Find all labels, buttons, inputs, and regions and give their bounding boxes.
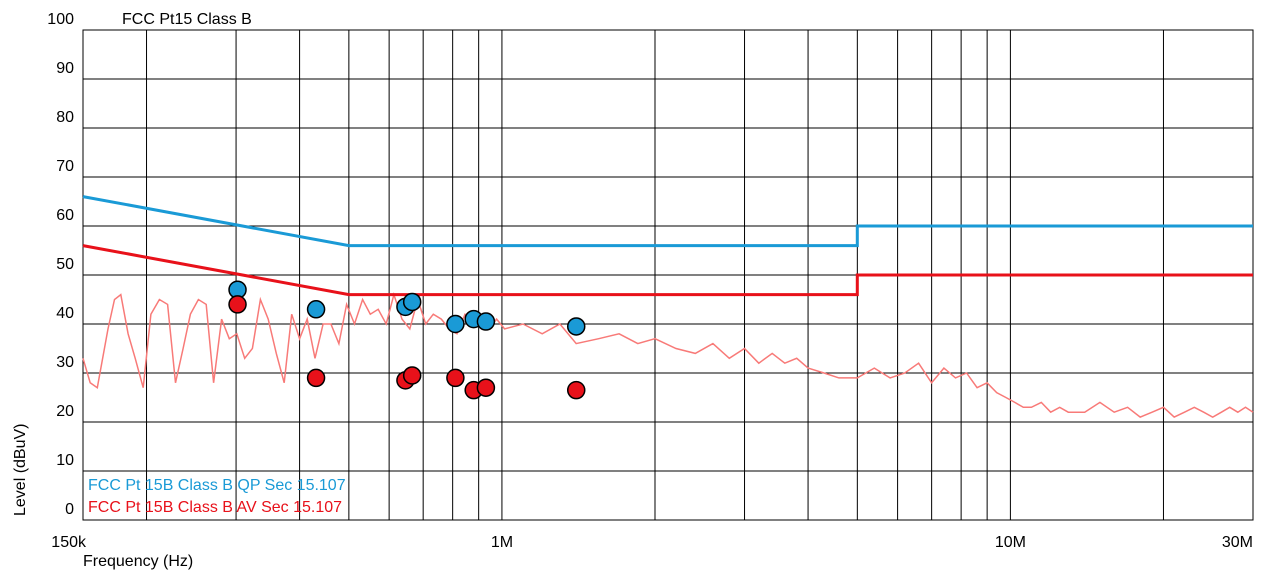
y-tick-label: 60 <box>56 207 74 224</box>
y-tick-label: 10 <box>56 452 74 469</box>
y-tick-labels: 0 10 20 30 40 50 60 70 80 90 100 <box>47 11 74 518</box>
measurement-points <box>228 280 586 400</box>
y-axis-label: Level (dBuV) <box>12 424 29 517</box>
data-point-av <box>228 295 247 314</box>
legend-entry: FCC Pt 15B Class B AV Sec 15.107 <box>88 499 342 516</box>
measurement-trace <box>82 291 1254 418</box>
data-point-qp <box>566 317 586 336</box>
x-tick-labels: 150k 1M 10M 30M <box>51 534 1253 551</box>
y-tick-label: 40 <box>56 305 74 322</box>
y-tick-label: 0 <box>65 501 74 518</box>
x-tick-label: 150k <box>51 534 87 551</box>
data-point-qp <box>446 314 465 334</box>
limit-lines <box>82 195 1253 297</box>
data-point-av <box>446 368 465 388</box>
y-tick-label: 50 <box>56 256 74 273</box>
data-point-av <box>476 378 496 397</box>
x-tick-label: 1M <box>491 534 513 551</box>
y-tick-label: 30 <box>56 354 74 371</box>
y-tick-label: 90 <box>56 60 74 77</box>
data-point-av <box>566 380 586 400</box>
legend: FCC Pt 15B Class B QP Sec 15.107 FCC Pt 1… <box>88 477 346 516</box>
trace-line <box>82 291 1254 418</box>
data-point-av <box>402 366 422 385</box>
y-tick-label: 20 <box>56 403 74 420</box>
y-tick-label: 70 <box>56 158 74 175</box>
x-tick-label: 10M <box>995 534 1026 551</box>
x-tick-label: 30M <box>1222 534 1253 551</box>
data-point-qp <box>306 300 326 319</box>
data-point-av <box>306 368 326 388</box>
limit-line-0 <box>82 195 1253 248</box>
limit-line-1 <box>82 244 1253 297</box>
data-point-qp <box>476 312 496 331</box>
legend-entry: FCC Pt 15B Class B QP Sec 15.107 <box>88 477 346 494</box>
chart-title: FCC Pt15 Class B <box>122 11 252 28</box>
x-axis-label: Frequency (Hz) <box>83 553 193 570</box>
y-tick-label: 80 <box>56 109 74 126</box>
data-point-qp <box>402 292 422 312</box>
y-tick-label: 100 <box>47 11 74 28</box>
grid <box>82 29 1254 521</box>
